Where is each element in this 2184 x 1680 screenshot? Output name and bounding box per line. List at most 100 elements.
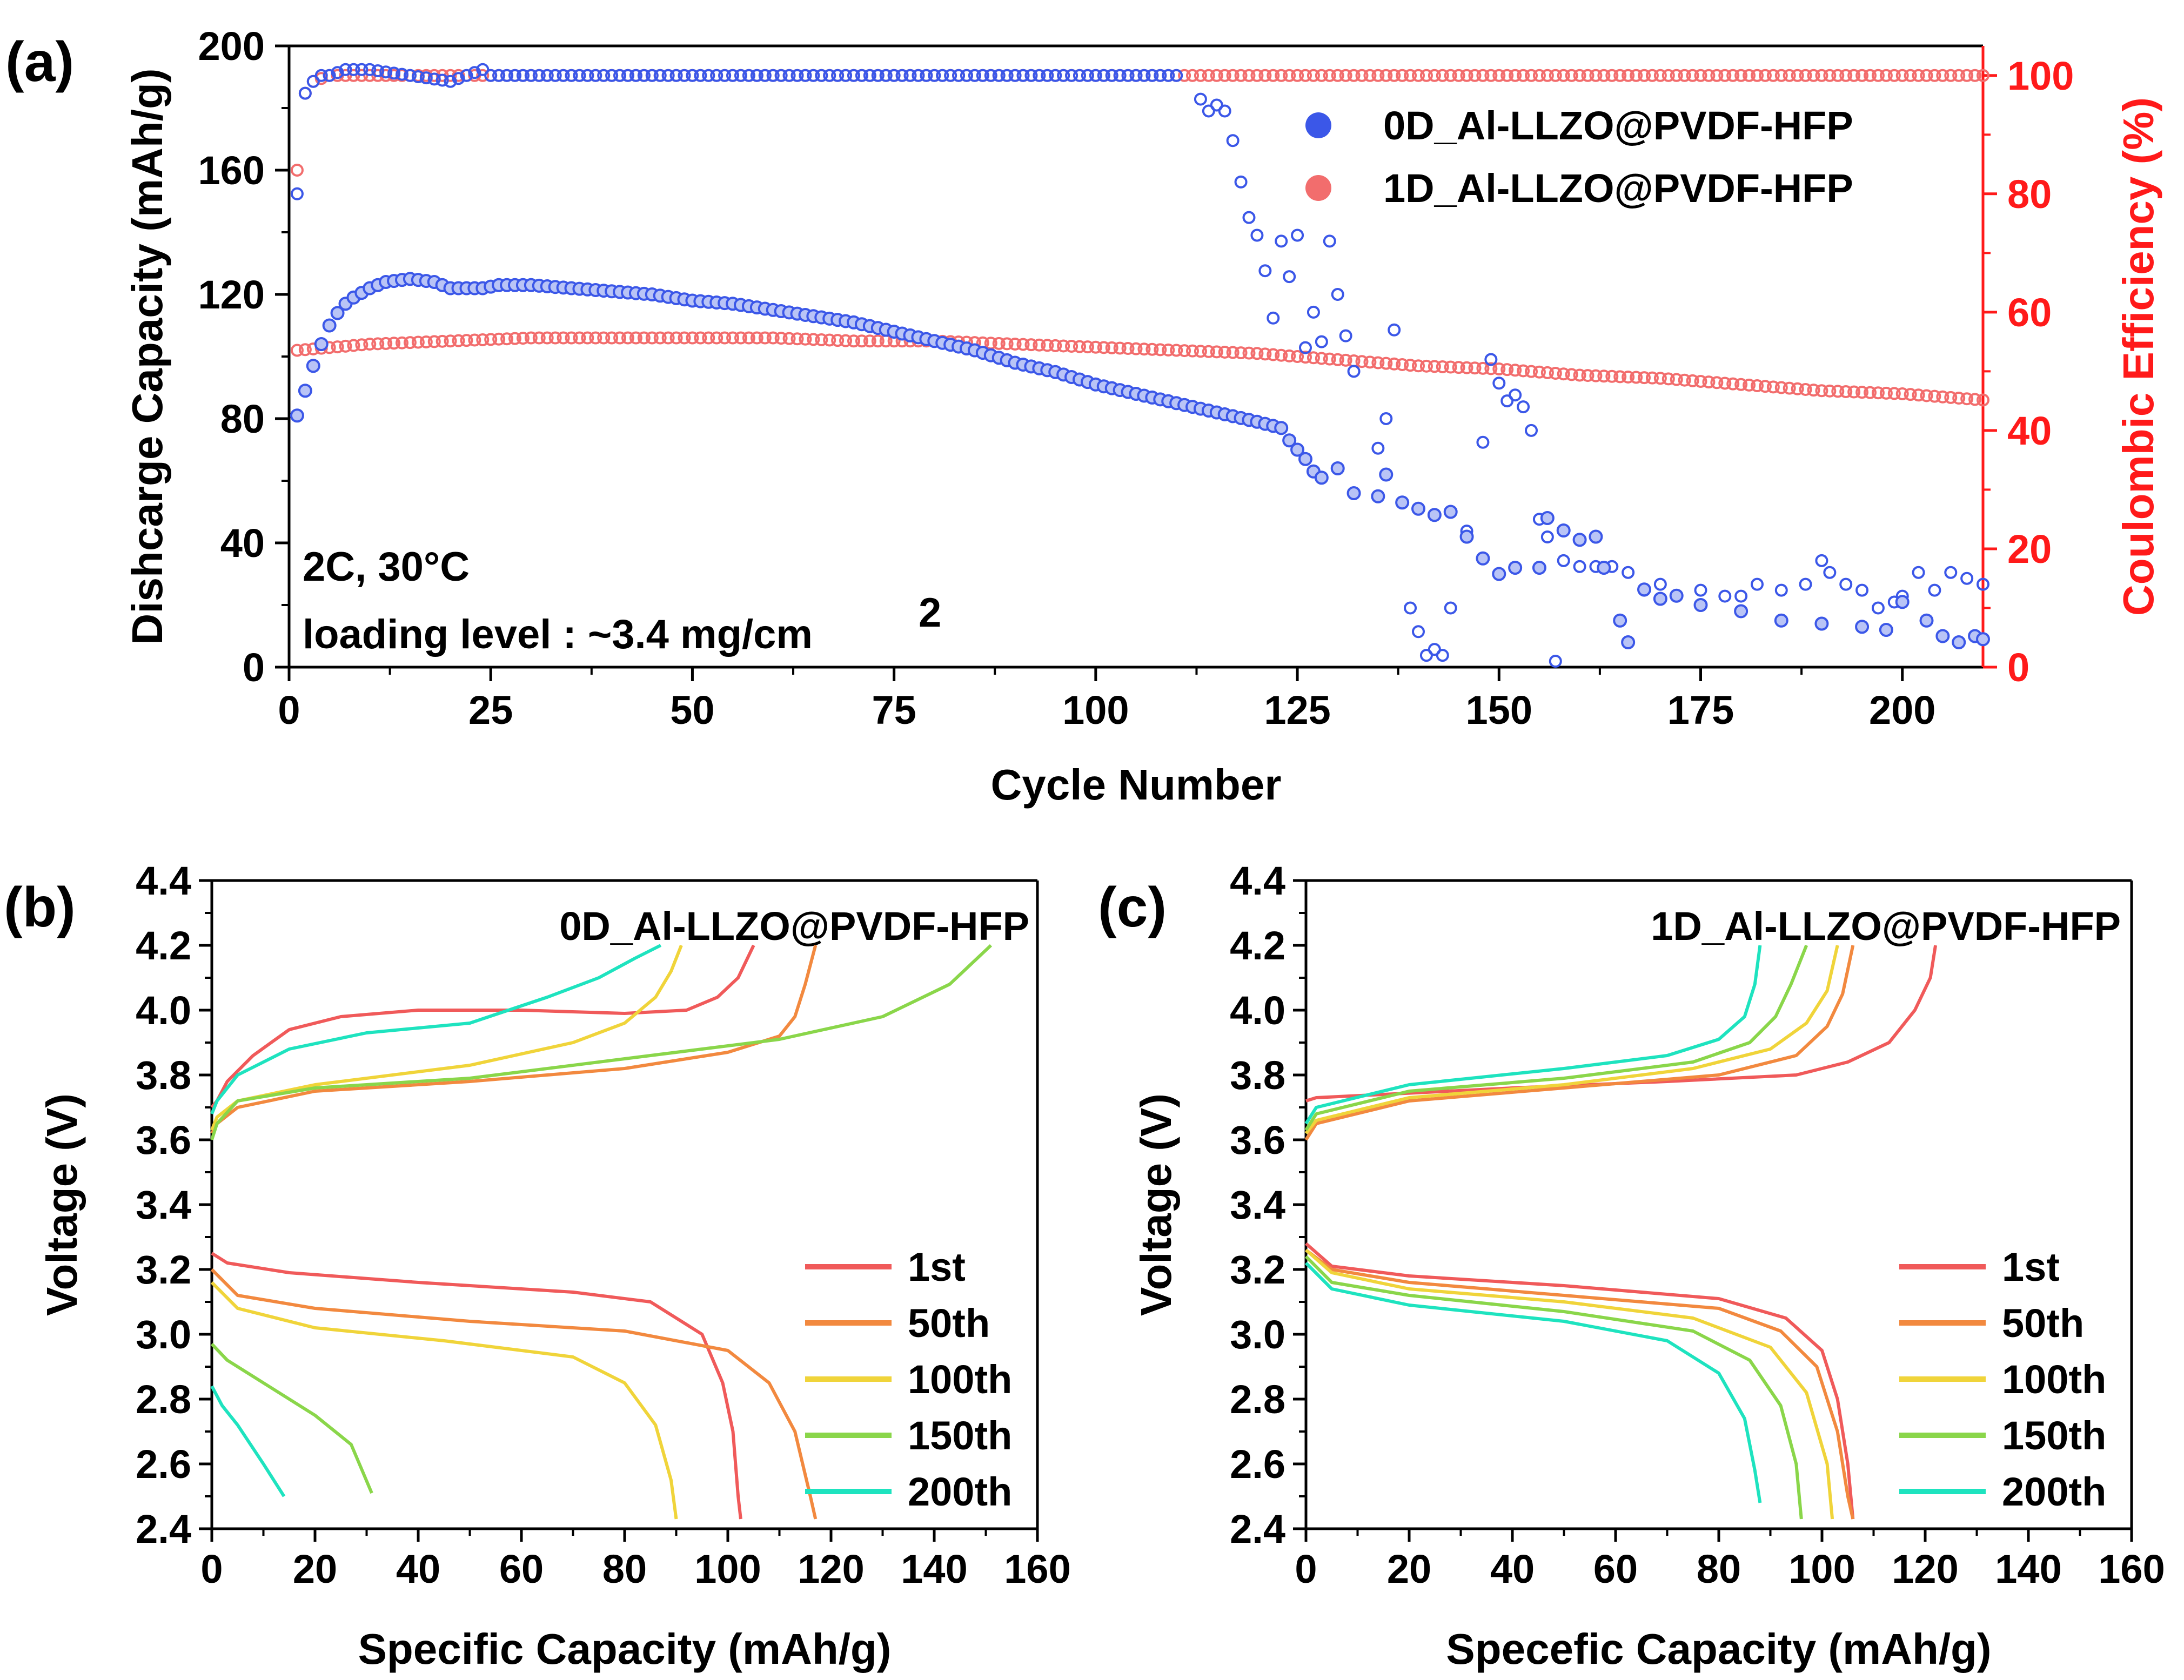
marker-0d-efficiency bbox=[936, 69, 949, 82]
marker-0d-efficiency bbox=[1016, 69, 1030, 82]
marker-1d-efficiency bbox=[1419, 69, 1433, 82]
marker-0d-efficiency bbox=[1412, 625, 1425, 639]
discharge-curve-200th bbox=[210, 1385, 286, 1497]
marker-1d-capacity bbox=[1936, 390, 1949, 404]
marker-1d-efficiency bbox=[1726, 69, 1740, 82]
marker-0d-efficiency bbox=[895, 69, 909, 82]
marker-0d-efficiency bbox=[1250, 229, 1264, 242]
legend-label-150th: 150th bbox=[908, 1413, 1012, 1458]
charge-curve-50th bbox=[1304, 945, 1855, 1141]
marker-0d-efficiency bbox=[920, 69, 933, 82]
marker-0d-efficiency bbox=[484, 69, 498, 82]
marker-0d-efficiency bbox=[1500, 394, 1514, 408]
marker-1d-capacity bbox=[403, 336, 417, 350]
marker-0d-efficiency bbox=[1428, 643, 1441, 656]
marker-0d-efficiency bbox=[444, 75, 457, 88]
charge-curve-150th bbox=[1304, 944, 1808, 1131]
marker-1d-efficiency bbox=[1653, 69, 1667, 82]
y-tick-label-a: 200 bbox=[198, 24, 265, 69]
marker-0d-efficiency bbox=[581, 69, 594, 82]
marker-0d-capacity bbox=[1443, 505, 1458, 519]
marker-1d-efficiency bbox=[1920, 69, 1933, 82]
marker-0d-capacity bbox=[1597, 561, 1611, 575]
marker-1d-capacity bbox=[1024, 338, 1038, 352]
marker-1d-efficiency bbox=[1532, 69, 1546, 82]
marker-0d-efficiency bbox=[1476, 435, 1490, 449]
y-tick-label-b: 3.6 bbox=[136, 1118, 191, 1162]
marker-1d-capacity bbox=[339, 339, 352, 353]
marker-1d-capacity bbox=[1275, 348, 1288, 362]
marker-0d-efficiency bbox=[734, 69, 747, 82]
marker-0d-efficiency bbox=[766, 69, 780, 82]
marker-0d-efficiency bbox=[1137, 69, 1151, 82]
marker-1d-efficiency bbox=[1460, 69, 1473, 82]
marker-0d-efficiency bbox=[1871, 601, 1885, 615]
marker-1d-efficiency bbox=[1500, 69, 1514, 82]
marker-1d-capacity bbox=[1033, 338, 1046, 352]
marker-0d-efficiency bbox=[1347, 365, 1361, 378]
marker-0d-efficiency bbox=[1388, 323, 1401, 337]
marker-1d-capacity bbox=[1154, 343, 1167, 357]
x-tick-label-b: 100 bbox=[694, 1547, 761, 1591]
marker-1d-capacity bbox=[1799, 382, 1812, 396]
marker-1d-capacity bbox=[1419, 359, 1433, 373]
x-axis-title-c: Specefic Capacity (mAh/g) bbox=[1446, 1625, 1991, 1673]
marker-0d-efficiency bbox=[411, 70, 425, 83]
marker-1d-capacity bbox=[1315, 352, 1328, 365]
marker-1d-efficiency bbox=[1968, 69, 1982, 82]
marker-0d-efficiency bbox=[1000, 69, 1014, 82]
marker-0d-capacity bbox=[1508, 561, 1523, 575]
marker-1d-capacity bbox=[1517, 364, 1530, 378]
marker-1d-capacity bbox=[742, 331, 755, 345]
marker-0d-capacity bbox=[1895, 595, 1910, 609]
marker-1d-efficiency bbox=[1226, 69, 1240, 82]
marker-1d-capacity bbox=[290, 344, 304, 357]
marker-1d-capacity bbox=[532, 331, 546, 345]
y-axis-title-a: Dishcarge Capacity (mAh/g) bbox=[123, 69, 171, 645]
x-tick-label-b: 80 bbox=[602, 1547, 647, 1591]
marker-1d-capacity bbox=[1678, 373, 1691, 387]
marker-1d-capacity bbox=[1396, 358, 1409, 371]
marker-1d-capacity bbox=[1218, 345, 1231, 359]
marker-0d-efficiency bbox=[823, 69, 836, 82]
marker-1d-efficiency bbox=[1540, 69, 1554, 82]
y-tick-label-a: 40 bbox=[220, 521, 265, 566]
marker-1d-capacity bbox=[1065, 340, 1078, 353]
marker-1d-capacity bbox=[669, 331, 683, 345]
discharge-curve-1st bbox=[1305, 1242, 1855, 1520]
marker-0d-capacity bbox=[290, 408, 304, 423]
marker-1d-capacity bbox=[1630, 371, 1643, 384]
marker-1d-capacity bbox=[1509, 364, 1522, 377]
marker-1d-capacity bbox=[1089, 340, 1102, 354]
marker-1d-capacity bbox=[1645, 371, 1659, 385]
marker-0d-capacity bbox=[1379, 467, 1394, 482]
marker-0d-efficiency bbox=[1242, 211, 1256, 224]
marker-0d-efficiency bbox=[726, 69, 740, 82]
marker-0d-efficiency bbox=[379, 65, 393, 79]
marker-0d-efficiency bbox=[960, 69, 973, 82]
marker-1d-efficiency bbox=[1734, 69, 1748, 82]
marker-0d-efficiency bbox=[516, 69, 530, 82]
panel-label-c: (c) bbox=[1098, 876, 1167, 939]
marker-0d-efficiency bbox=[742, 69, 755, 82]
marker-1d-efficiency bbox=[1928, 69, 1941, 82]
marker-1d-capacity bbox=[1887, 387, 1901, 400]
legend-label-1st: 1st bbox=[2002, 1245, 2060, 1289]
y2-tick-label-a: 80 bbox=[2007, 172, 2052, 217]
marker-1d-efficiency bbox=[347, 69, 360, 82]
marker-1d-efficiency bbox=[1573, 69, 1586, 82]
annotation-loading-superscript: 2 bbox=[919, 590, 941, 636]
marker-1d-capacity bbox=[1234, 346, 1248, 360]
marker-1d-efficiency bbox=[1871, 69, 1885, 82]
marker-0d-capacity bbox=[1371, 489, 1385, 503]
discharge-curve-100th bbox=[210, 1281, 678, 1520]
marker-1d-efficiency bbox=[1355, 69, 1369, 82]
legend-label-200th: 200th bbox=[2002, 1469, 2106, 1514]
marker-1d-capacity bbox=[1831, 385, 1845, 398]
marker-0d-efficiency bbox=[1194, 92, 1207, 106]
marker-0d-efficiency bbox=[702, 69, 715, 82]
marker-1d-capacity bbox=[516, 332, 530, 345]
y-tick-label-c: 4.4 bbox=[1230, 858, 1285, 903]
y-tick-label-a: 120 bbox=[198, 272, 265, 317]
marker-0d-capacity bbox=[1540, 511, 1555, 525]
